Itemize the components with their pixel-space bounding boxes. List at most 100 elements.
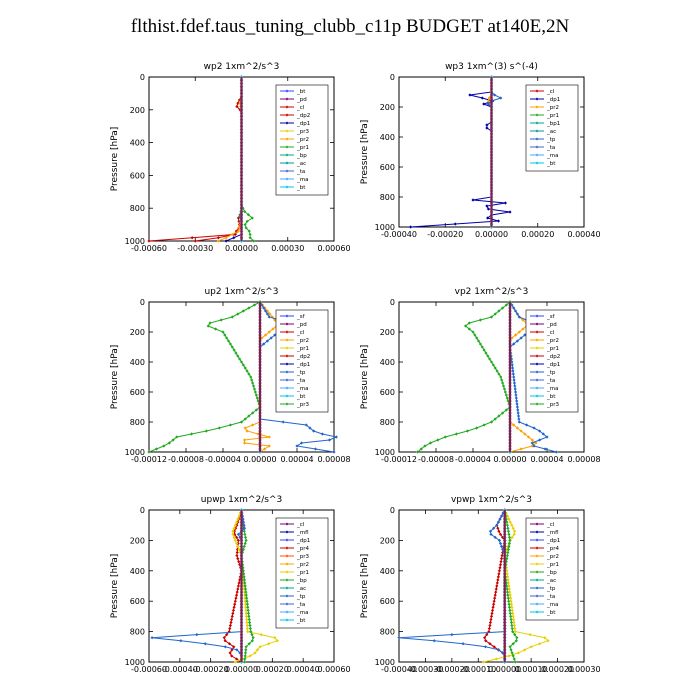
data-point: [246, 611, 251, 615]
x-tick-label: 0.00000: [493, 455, 526, 464]
legend-label: _bt: [296, 394, 306, 400]
chart-svg: upwp 1xm^2/s^3 0 200 400 600 800 1000 Pressure …: [110, 495, 351, 674]
data-point: [254, 393, 258, 397]
data-point: [247, 306, 251, 310]
data-point: [475, 336, 479, 340]
legend-marker: [535, 386, 539, 390]
data-point: [320, 432, 325, 436]
legend-marker: [535, 594, 539, 598]
y-tick-label: 1000: [375, 448, 395, 457]
data-point: [499, 560, 503, 564]
legend-label: _pd: [296, 97, 307, 103]
legend-marker: [285, 322, 289, 326]
data-point: [504, 393, 508, 397]
data-point: [511, 369, 515, 373]
data-point: [541, 432, 545, 436]
data-point: [193, 239, 197, 243]
x-tick-label: 0.00060: [317, 244, 350, 253]
legend-label: _bt: [546, 394, 556, 400]
legend-marker: [285, 362, 289, 366]
data-point: [206, 324, 210, 328]
data-point: [236, 544, 240, 549]
data-point: [499, 375, 503, 379]
legend-label: _pd: [296, 322, 307, 328]
data-point: [491, 605, 495, 609]
data-point: [242, 441, 247, 445]
series-line: [417, 301, 511, 453]
legend-label: _ma: [296, 610, 308, 616]
data-point: [267, 435, 271, 439]
data-point: [171, 438, 175, 442]
legend-marker: [285, 169, 289, 173]
data-point: [260, 336, 264, 340]
legend-label: _pr1: [296, 346, 309, 352]
legend-marker: [285, 97, 289, 101]
legend-marker: [535, 161, 539, 165]
legend-marker: [285, 153, 289, 157]
data-point: [237, 560, 241, 564]
data-point: [525, 423, 529, 427]
legend-marker: [535, 89, 539, 93]
legend-marker: [535, 538, 539, 542]
data-point: [512, 306, 516, 310]
data-point: [492, 602, 496, 606]
data-point: [467, 327, 471, 331]
data-point: [512, 342, 516, 346]
series-tp: [397, 508, 507, 664]
x-tick-label: 0.00020: [521, 230, 554, 239]
legend-marker: [285, 394, 289, 398]
data-point: [397, 636, 401, 640]
data-point: [224, 239, 228, 243]
data-point: [507, 535, 512, 539]
data-point: [484, 351, 488, 355]
legend-marker: [285, 586, 289, 590]
data-point: [478, 342, 482, 346]
plot-frame: [148, 301, 335, 453]
chart-svg: vp2 1xm^2/s^3 0 200 400 600 800 1000 Pressure […: [360, 287, 601, 464]
data-point: [269, 336, 273, 340]
data-point: [260, 303, 264, 307]
data-point: [244, 538, 248, 542]
data-point: [505, 590, 510, 594]
data-point: [251, 381, 255, 385]
data-point: [236, 101, 240, 105]
data-point: [236, 216, 241, 220]
data-point: [493, 596, 497, 600]
legend-marker: [285, 546, 289, 550]
data-point: [507, 602, 511, 606]
data-point: [485, 123, 489, 127]
data-point: [498, 563, 503, 567]
legend-label: _ta: [296, 378, 305, 384]
y-axis-label: Pressure [hPa]: [360, 345, 370, 410]
legend-label: _pr1: [546, 562, 559, 568]
legend-label: _mfl: [546, 530, 559, 536]
data-point: [488, 620, 493, 625]
legend-label: _dp1: [296, 121, 310, 127]
data-point: [507, 541, 512, 546]
data-point: [498, 517, 502, 521]
legend-marker: [535, 354, 539, 358]
data-point: [523, 432, 527, 436]
data-point: [219, 318, 223, 322]
data-point: [507, 599, 511, 603]
legend-marker: [285, 570, 289, 574]
data-point: [235, 554, 239, 558]
data-point: [250, 633, 254, 637]
y-tick-label: 1000: [375, 223, 395, 232]
data-point: [243, 599, 247, 603]
data-point: [308, 426, 312, 430]
data-point: [501, 306, 505, 310]
data-point: [247, 372, 251, 376]
data-point: [245, 369, 249, 373]
data-point: [506, 529, 511, 533]
y-tick-label: 200: [380, 328, 395, 337]
data-point: [487, 626, 491, 631]
data-point: [500, 378, 504, 382]
data-point: [245, 602, 250, 606]
data-point: [480, 345, 484, 349]
legend-label: _ma: [546, 602, 558, 608]
data-point: [237, 226, 242, 230]
x-tick-label: 0.00030: [271, 244, 304, 253]
x-tick-label: 0.00004: [530, 455, 563, 464]
data-point: [236, 517, 240, 521]
